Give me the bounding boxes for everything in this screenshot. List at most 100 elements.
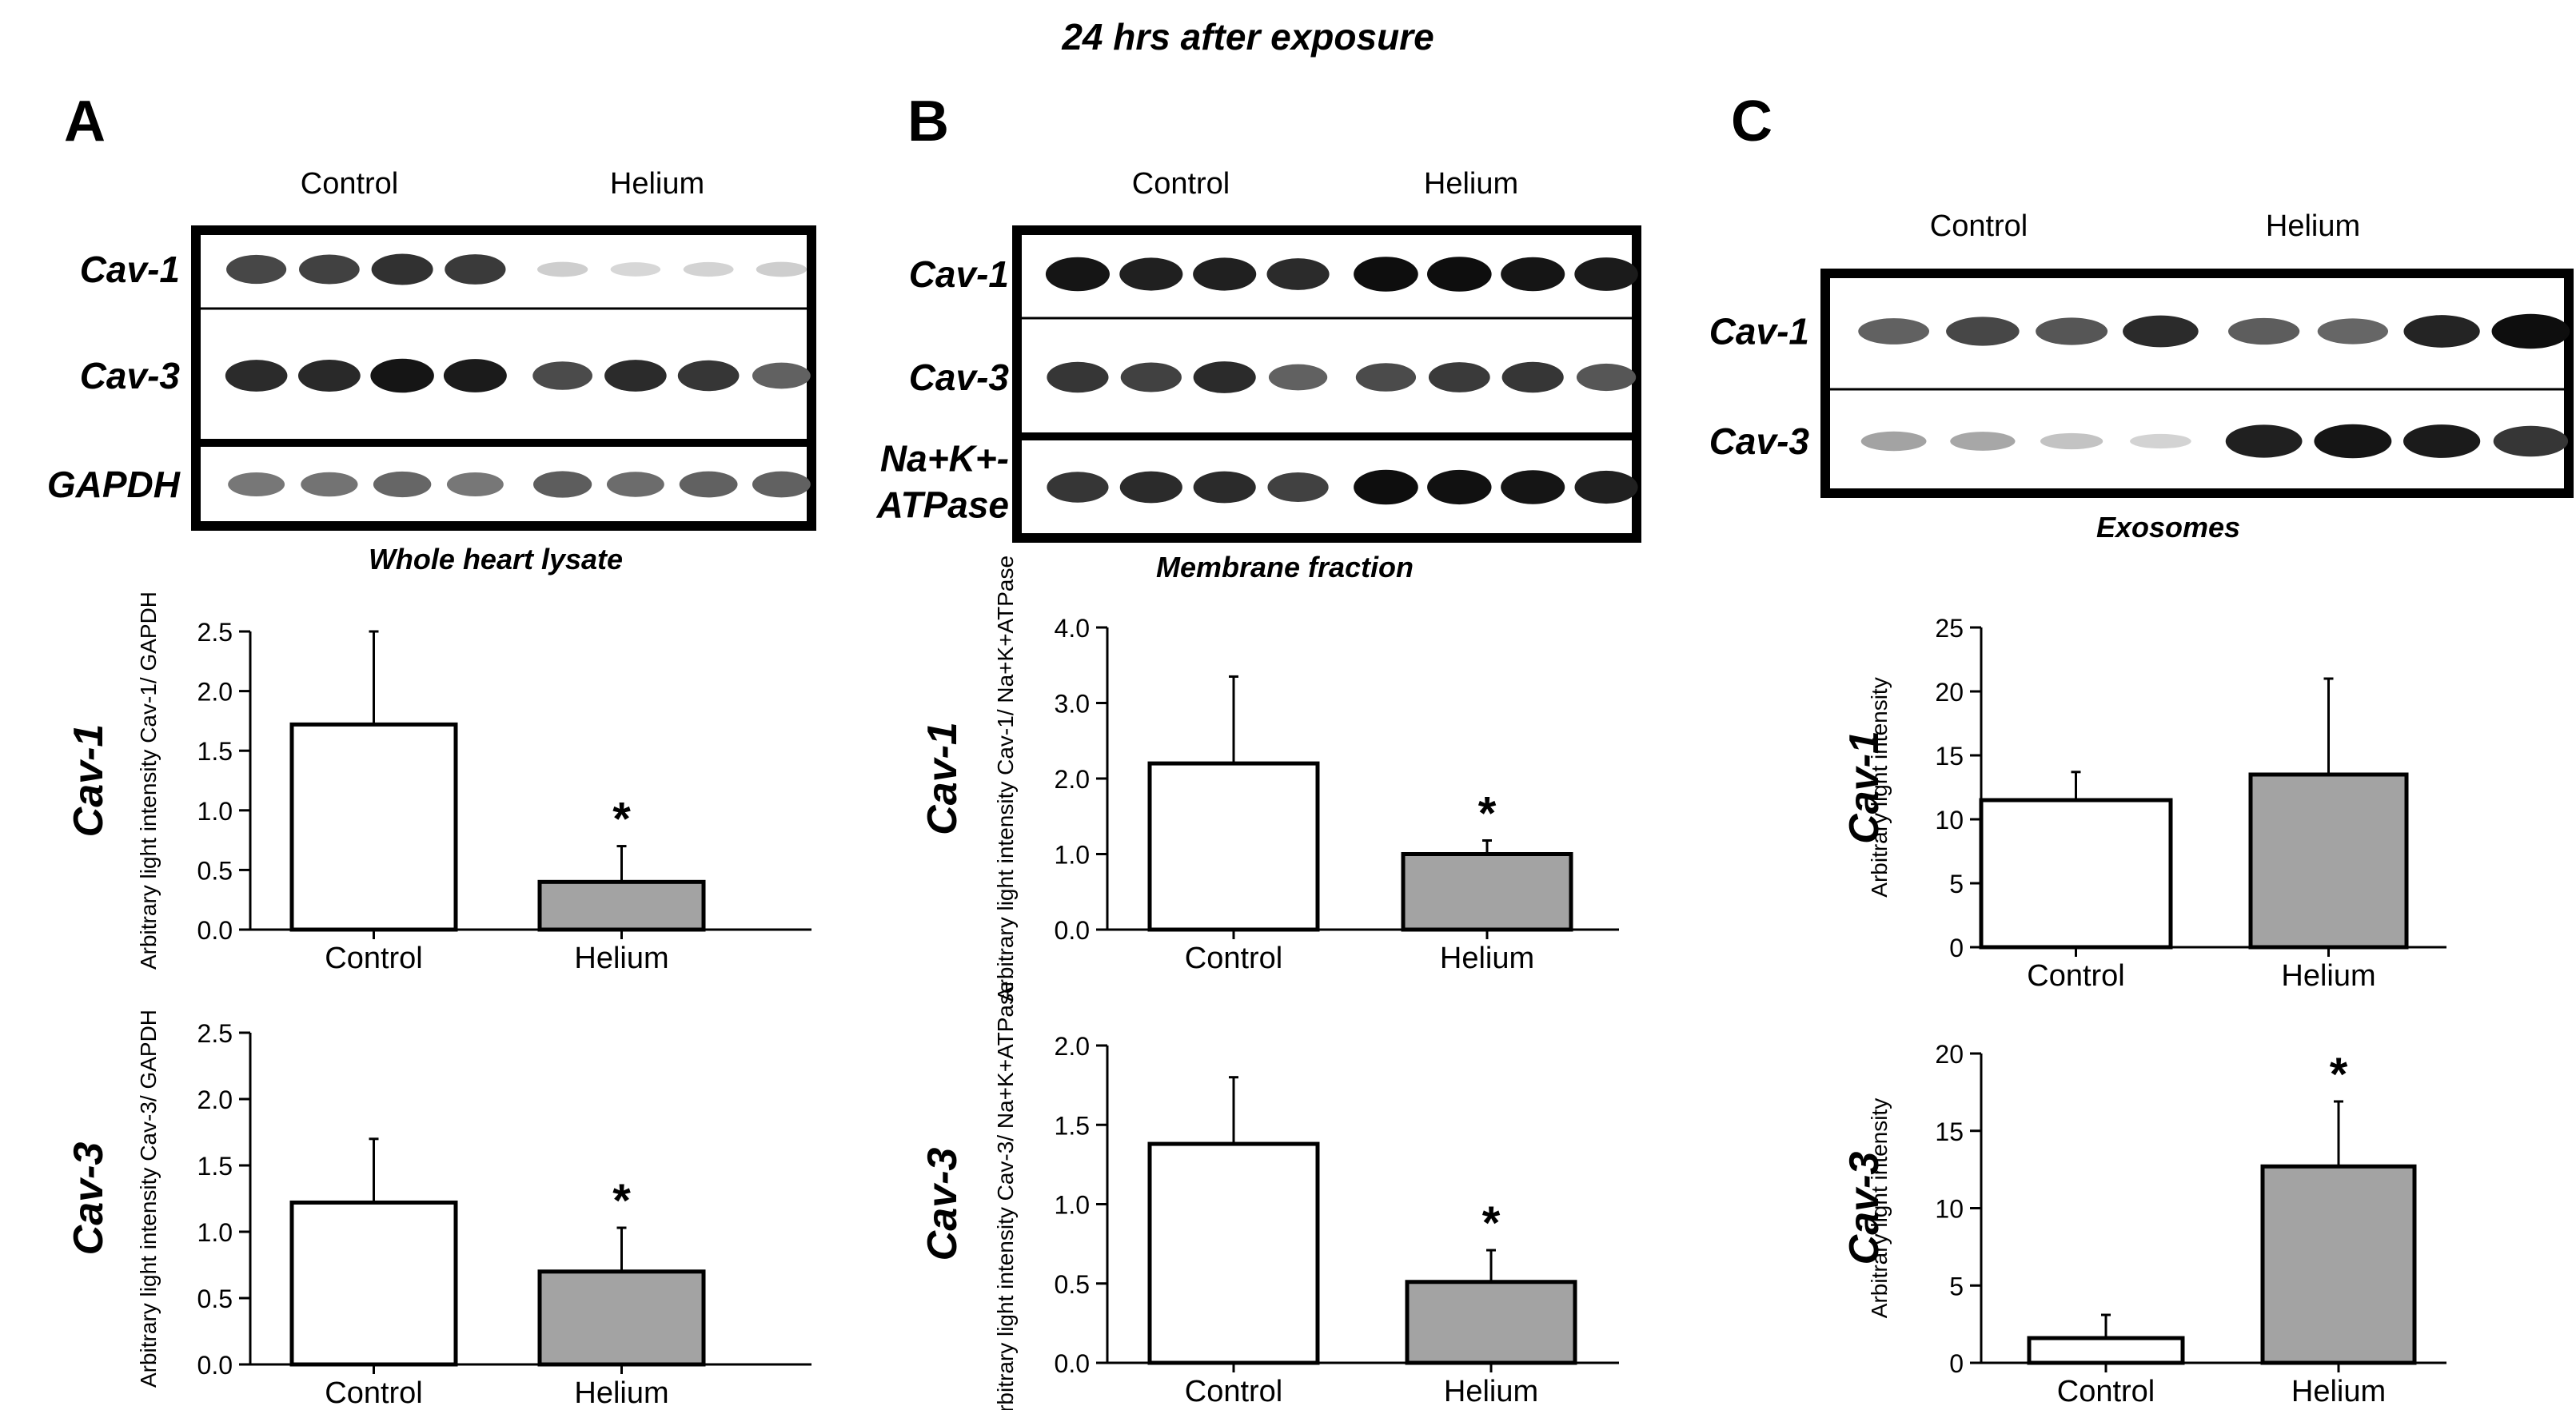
significance-marker: *: [612, 1175, 631, 1227]
blot-band: [604, 360, 667, 392]
blot-group-label: Control: [1132, 167, 1230, 201]
y-tick-label: 5: [1949, 1272, 1964, 1300]
panel-letter-a: A: [64, 90, 106, 153]
blot-band: [443, 359, 507, 392]
y-tick-label: 0.0: [197, 916, 233, 945]
blot-band: [1574, 470, 1638, 504]
blot-band: [228, 472, 285, 496]
x-category-label: Control: [325, 942, 423, 975]
blot-band: [1047, 472, 1109, 503]
panel-letter-c: C: [1731, 90, 1772, 153]
chart-a-cav-3: 0.0 0.5 1.0 1.5 2.0 2.5 Control * Helium Arbitrar…: [66, 1010, 811, 1410]
y-tick-label: 0: [1949, 1349, 1964, 1378]
blot-band: [2314, 424, 2392, 459]
blot-row-label: GAPDH: [47, 464, 181, 505]
chart-b-cav-1: 0.0 1.0 2.0 3.0 4.0 Control * Helium Arbitrary l…: [919, 556, 1619, 1002]
y-tick-label: 2.5: [197, 1019, 233, 1048]
blot-band: [2403, 315, 2480, 348]
blot-band: [446, 472, 504, 496]
blot-band: [299, 254, 360, 285]
blot-band: [1354, 257, 1418, 292]
blot-band: [610, 262, 661, 277]
y-tick-label: 10: [1935, 1195, 1964, 1224]
blot-caption: Whole heart lysate: [369, 543, 623, 576]
blot-band: [532, 361, 592, 390]
blot-band: [1120, 362, 1182, 392]
x-category-label: Control: [2057, 1375, 2155, 1408]
y-tick-label: 1.0: [1055, 841, 1090, 870]
blot-band: [1119, 257, 1183, 291]
chart-row-label: Cav-3: [919, 1148, 966, 1261]
blot-band: [225, 360, 288, 392]
y-tick-label: 25: [1935, 614, 1964, 643]
y-tick-label: 1.5: [1055, 1111, 1090, 1140]
blot-band: [756, 261, 807, 277]
blot-band: [1045, 257, 1110, 292]
blot-panel-b: Control Helium Cav-1 Cav-3 Na+K+-ATPase Membr…: [876, 167, 1641, 584]
x-category-label: Control: [2027, 959, 2125, 993]
x-category-label: Helium: [574, 1376, 668, 1410]
blot-band: [677, 360, 740, 392]
blot-row-label-part: ATPase: [876, 484, 1009, 526]
panel-letter-b: B: [907, 90, 949, 153]
blot-band: [1119, 471, 1182, 504]
blot-row-label: Cav-1: [909, 253, 1009, 295]
blot-band: [2317, 318, 2389, 345]
blot-row-label: Cav-3: [1709, 420, 1810, 462]
y-tick-label: 15: [1935, 1117, 1964, 1146]
blot-band: [226, 254, 287, 285]
blot-group-label: Helium: [1424, 167, 1518, 201]
chart-b-cav-3: 0.0 0.5 1.0 1.5 2.0 Control * Helium Arbitrary l…: [919, 981, 1619, 1410]
blot-band: [2403, 424, 2481, 458]
blot-panel-c: Control Helium Cav-1 Cav-3 Exosomes: [1709, 209, 2574, 544]
y-tick-label: 1.0: [1055, 1191, 1090, 1220]
y-tick-label: 1.0: [197, 797, 233, 826]
blot-band: [1047, 361, 1109, 393]
blot-band: [683, 261, 734, 277]
blot-band: [1858, 318, 1930, 345]
blot-band: [752, 362, 811, 389]
blot-frame: [1820, 269, 2574, 498]
figure-title: 24 hrs after exposure: [1061, 16, 1434, 58]
y-tick-label: 0.0: [197, 1351, 233, 1380]
bar-helium: [2248, 772, 2409, 950]
x-category-label: Helium: [2281, 959, 2375, 993]
y-tick-label: 20: [1935, 1040, 1964, 1069]
y-tick-label: 0.5: [197, 1285, 233, 1313]
blot-band: [1193, 361, 1256, 393]
chart-c-cav-3: 0 5 10 15 20 Control * Helium Arbitrary light in…: [1841, 1040, 2446, 1408]
bar-control: [1147, 1141, 1320, 1365]
blot-panel-a: Control Helium Cav-1 Cav-3 GAPDH Whole heart …: [47, 167, 816, 576]
y-tick-label: 1.5: [197, 737, 233, 766]
y-axis-label: Arbitrary light intensity Cav-3/ Na+K+AT…: [993, 981, 1018, 1410]
x-category-label: Helium: [1440, 942, 1534, 975]
chart-a-cav-1: 0.0 0.5 1.0 1.5 2.0 2.5 Control * Helium Arbitrar…: [66, 591, 811, 975]
bar-helium: [537, 1269, 706, 1367]
x-category-label: Helium: [574, 942, 668, 975]
x-category-label: Control: [1185, 942, 1283, 975]
bar-control: [1147, 761, 1320, 932]
blot-row-label: Cav-1: [1709, 311, 1809, 352]
bar-control: [1979, 798, 2173, 950]
blot-band: [1355, 363, 1417, 392]
chart-row-label: Cav-1: [1841, 731, 1888, 844]
y-tick-label: 2.0: [197, 1085, 233, 1114]
significance-marker: *: [2330, 1049, 2348, 1101]
blot-band: [2123, 315, 2199, 348]
blot-band: [297, 359, 361, 392]
y-tick-label: 1.0: [197, 1218, 233, 1247]
x-category-label: Control: [325, 1376, 423, 1410]
blot-band: [2130, 433, 2191, 449]
y-tick-label: 15: [1935, 742, 1964, 771]
y-tick-label: 0.0: [1055, 1349, 1090, 1378]
y-tick-label: 0.5: [1055, 1270, 1090, 1299]
blot-band: [2491, 313, 2570, 349]
blot-band: [1950, 432, 2016, 451]
y-tick-label: 2.0: [197, 678, 233, 707]
blot-band: [1946, 317, 2020, 346]
significance-marker: *: [1482, 1197, 1501, 1249]
blot-caption: Membrane fraction: [1156, 551, 1414, 584]
y-axis-label: Arbitrary light intensity: [1867, 1098, 1892, 1318]
blot-group-label: Control: [301, 167, 399, 201]
